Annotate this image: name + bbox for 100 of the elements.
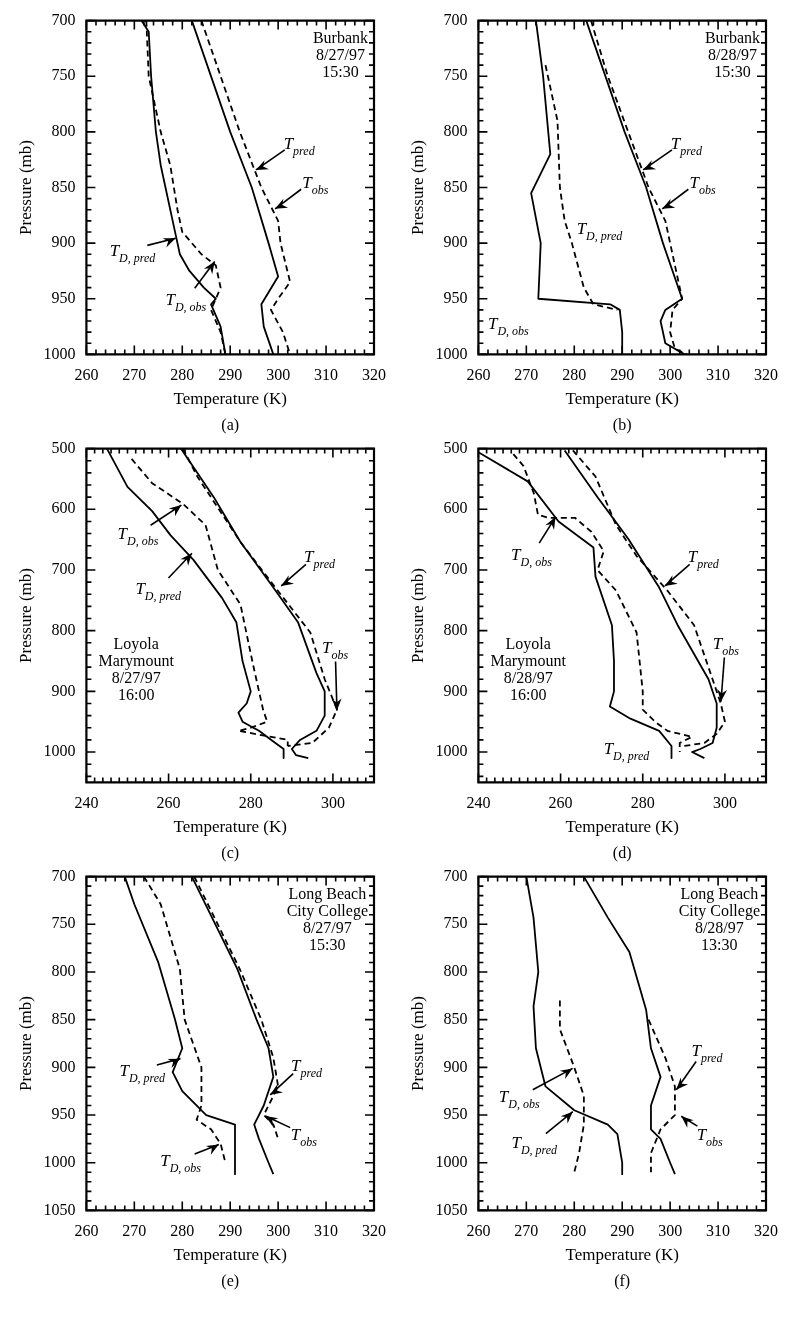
- x-tick-label: 310: [314, 1222, 339, 1240]
- y-tick-label: 500: [51, 438, 76, 456]
- x-tick-label: 320: [362, 366, 386, 384]
- x-axis-title: Temperature (K): [565, 817, 679, 837]
- x-tick-label: 260: [74, 366, 99, 384]
- x-tick-label: 270: [122, 1222, 147, 1240]
- text: (b): [612, 416, 632, 434]
- y-tick-label: 800: [443, 962, 468, 980]
- x-tick-label: 260: [466, 366, 491, 384]
- y-tick-label: 1000: [43, 1152, 76, 1170]
- y-tick-label: 700: [51, 10, 76, 28]
- x-axis-title: Temperature (K): [173, 1245, 287, 1265]
- y-tick-label: 850: [51, 177, 76, 195]
- x-tick-label: 300: [266, 1222, 291, 1240]
- text: (a): [221, 416, 240, 434]
- y-tick-label: 1050: [435, 1200, 468, 1218]
- x-tick-label: 260: [466, 1222, 491, 1240]
- y-tick-label: 800: [51, 962, 76, 980]
- text: Burbank 8/28/97 15:30: [704, 28, 760, 80]
- x-tick-label: 280: [170, 1222, 195, 1240]
- y-tick-label: 1000: [43, 344, 76, 362]
- y-tick-label: 700: [51, 560, 76, 578]
- y-tick-label: 600: [443, 499, 468, 517]
- x-axis-title: Temperature (K): [173, 389, 287, 409]
- x-tick-label: 270: [514, 1222, 539, 1240]
- y-axis-title: Pressure (mb): [407, 996, 427, 1091]
- x-tick-label: 290: [610, 366, 635, 384]
- x-tick-label: 290: [218, 1222, 243, 1240]
- x-tick-label: 300: [658, 1222, 683, 1240]
- x-tick-label: 240: [466, 794, 491, 812]
- x-tick-label: 270: [122, 366, 147, 384]
- y-tick-label: 1000: [43, 742, 76, 760]
- x-tick-label: 240: [74, 794, 99, 812]
- x-tick-label: 280: [562, 1222, 587, 1240]
- text: Loyola Marymount 8/27/97 16:00: [98, 634, 175, 703]
- y-tick-label: 850: [443, 177, 468, 195]
- y-tick-label: 800: [443, 122, 468, 140]
- x-tick-label: 260: [74, 1222, 99, 1240]
- x-axis-title: Temperature (K): [565, 389, 679, 409]
- y-tick-label: 900: [51, 1057, 76, 1075]
- x-tick-label: 310: [314, 366, 339, 384]
- x-tick-label: 260: [156, 794, 181, 812]
- y-tick-label: 850: [443, 1009, 468, 1027]
- y-tick-label: 750: [51, 66, 76, 84]
- text: (f): [614, 1272, 631, 1290]
- y-tick-label: 850: [51, 1009, 76, 1027]
- y-tick-label: 500: [443, 438, 468, 456]
- y-axis-title: Pressure (mb): [15, 140, 35, 235]
- y-tick-label: 1000: [435, 344, 468, 362]
- y-tick-label: 700: [443, 560, 468, 578]
- y-tick-label: 800: [51, 122, 76, 140]
- y-tick-label: 900: [443, 681, 468, 699]
- y-tick-label: 900: [51, 681, 76, 699]
- y-tick-label: 950: [443, 288, 468, 306]
- x-tick-label: 290: [610, 1222, 635, 1240]
- y-tick-label: 900: [51, 233, 76, 251]
- text: Long Beach City College 8/27/97 15:30: [286, 884, 368, 953]
- x-tick-label: 300: [320, 794, 345, 812]
- text: (c): [221, 844, 240, 862]
- x-tick-label: 310: [706, 1222, 731, 1240]
- text: (d): [612, 844, 632, 862]
- x-axis-title: Temperature (K): [173, 817, 287, 837]
- x-tick-label: 310: [706, 366, 731, 384]
- x-tick-label: 320: [754, 1222, 778, 1240]
- y-axis-title: Pressure (mb): [407, 140, 427, 235]
- x-tick-label: 300: [266, 366, 291, 384]
- x-tick-label: 280: [238, 794, 263, 812]
- x-tick-label: 320: [754, 366, 778, 384]
- y-tick-label: 750: [443, 66, 468, 84]
- y-tick-label: 750: [443, 914, 468, 932]
- y-tick-label: 900: [443, 1057, 468, 1075]
- text: Loyola Marymount 8/28/97 16:00: [490, 634, 567, 703]
- y-axis-title: Pressure (mb): [15, 996, 35, 1091]
- x-tick-label: 300: [712, 794, 737, 812]
- y-tick-label: 950: [51, 288, 76, 306]
- x-tick-label: 320: [362, 1222, 386, 1240]
- y-tick-label: 950: [51, 1105, 76, 1123]
- y-axis-title: Pressure (mb): [407, 568, 427, 663]
- y-tick-label: 750: [51, 914, 76, 932]
- y-tick-label: 700: [443, 10, 468, 28]
- text: (e): [221, 1272, 240, 1290]
- y-tick-label: 700: [443, 866, 468, 884]
- y-tick-label: 1000: [435, 1152, 468, 1170]
- y-tick-label: 700: [51, 866, 76, 884]
- y-tick-label: 900: [443, 233, 468, 251]
- y-tick-label: 950: [443, 1105, 468, 1123]
- x-tick-label: 290: [218, 366, 243, 384]
- y-tick-label: 800: [443, 620, 468, 638]
- text: Long Beach City College 8/28/97 13:30: [678, 884, 760, 953]
- y-axis-title: Pressure (mb): [15, 568, 35, 663]
- x-tick-label: 280: [562, 366, 587, 384]
- y-tick-label: 1050: [43, 1200, 76, 1218]
- x-tick-label: 300: [658, 366, 683, 384]
- x-tick-label: 270: [514, 366, 539, 384]
- x-tick-label: 260: [548, 794, 573, 812]
- x-axis-title: Temperature (K): [565, 1245, 679, 1265]
- y-tick-label: 600: [51, 499, 76, 517]
- x-tick-label: 280: [630, 794, 655, 812]
- text: Burbank 8/27/97 15:30: [312, 28, 368, 80]
- y-tick-label: 800: [51, 620, 76, 638]
